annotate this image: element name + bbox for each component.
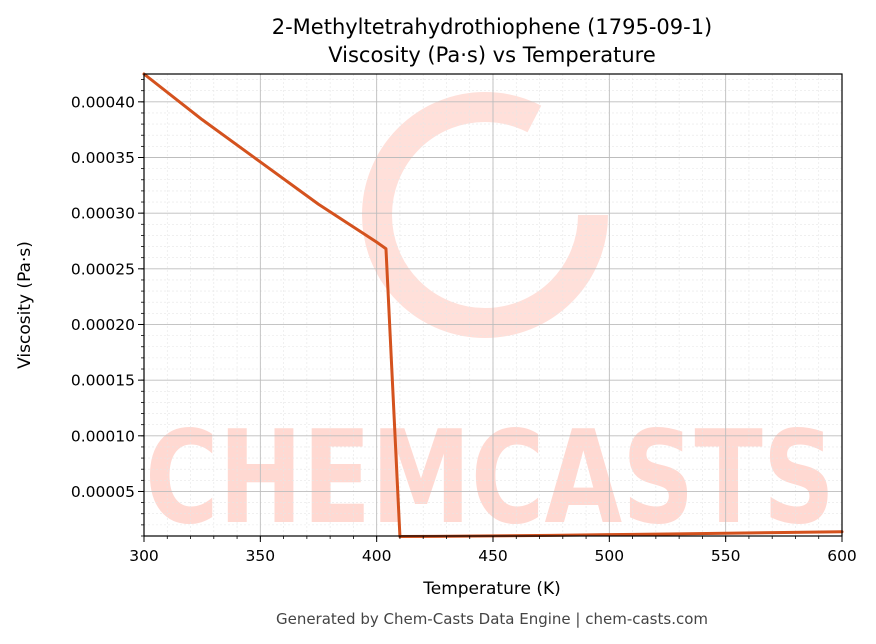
y-axis-label: Viscosity (Pa·s) — [15, 241, 35, 369]
watermark-text: CHEMCASTS — [145, 404, 835, 553]
chart-subtitle: Viscosity (Pa·s) vs Temperature — [328, 43, 656, 67]
y-tick-label: 0.00025 — [71, 260, 135, 278]
x-axis: 300 350 400 450 500 550 600 — [129, 536, 857, 565]
y-tick-label: 0.00040 — [71, 93, 135, 111]
x-tick-label: 400 — [362, 547, 392, 565]
y-tick-label: 0.00010 — [71, 427, 135, 445]
x-tick-label: 450 — [478, 547, 508, 565]
y-axis: 0.00005 0.00010 0.00015 0.00020 0.00025 0.000… — [71, 79, 144, 537]
footer-credit: Generated by Chem-Casts Data Engine | ch… — [276, 610, 708, 628]
x-axis-label: Temperature (K) — [422, 579, 561, 599]
x-tick-label: 350 — [246, 547, 276, 565]
y-tick-label: 0.00005 — [71, 483, 135, 501]
y-tick-label: 0.00035 — [71, 149, 135, 167]
x-tick-label: 300 — [129, 547, 159, 565]
y-tick-label: 0.00015 — [71, 372, 135, 390]
chart-title: 2-Methyltetrahydrothiophene (1795-09-1) — [272, 15, 713, 39]
y-tick-label: 0.00030 — [71, 205, 135, 223]
x-tick-label: 550 — [711, 547, 741, 565]
x-tick-label: 500 — [595, 547, 625, 565]
y-tick-label: 0.00020 — [71, 316, 135, 334]
x-tick-label: 600 — [827, 547, 857, 565]
